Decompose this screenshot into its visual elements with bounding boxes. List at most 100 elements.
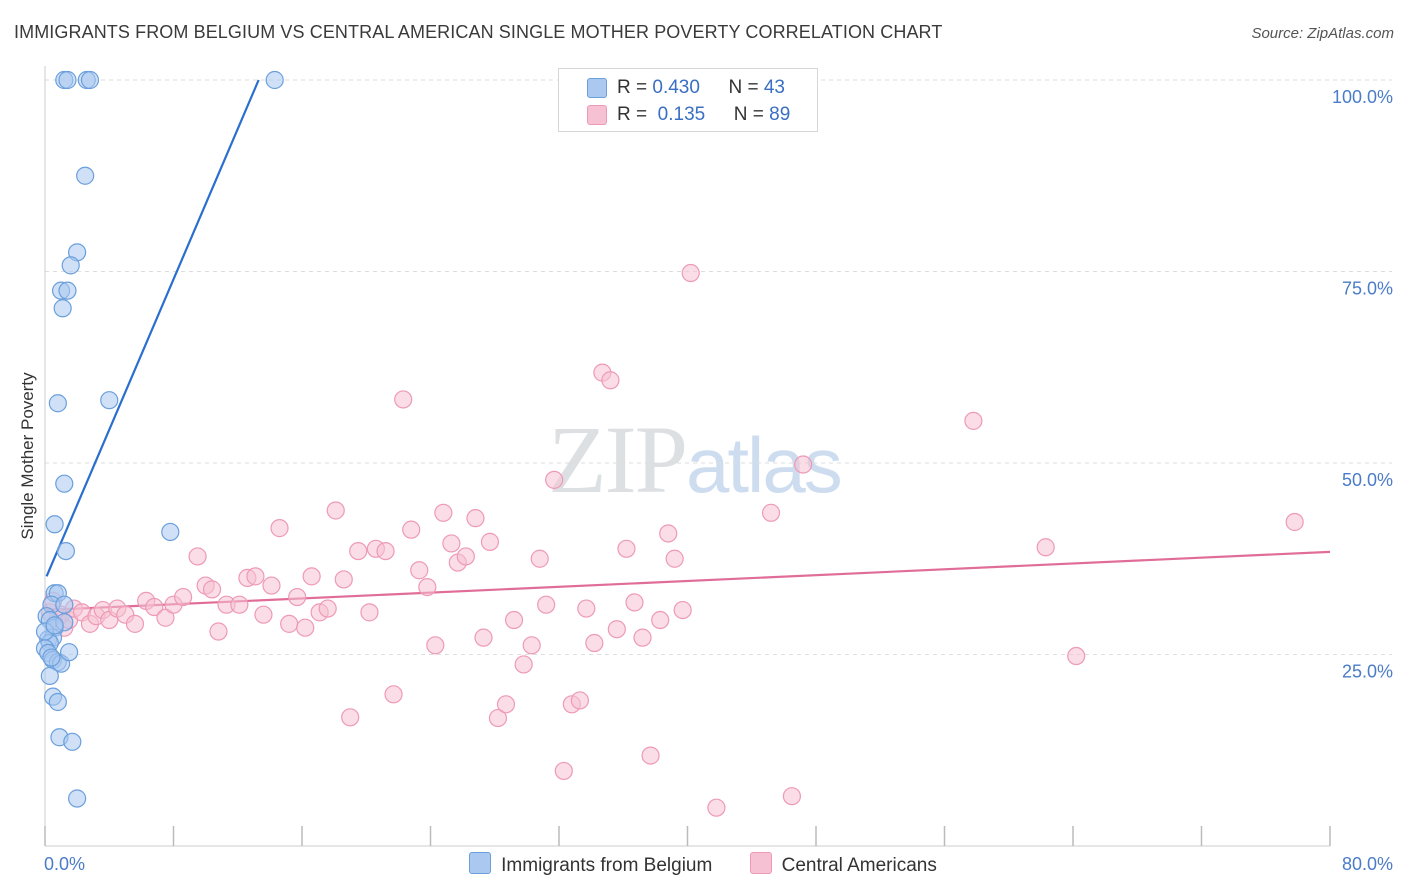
x-tick-label-max: 80.0% bbox=[1342, 854, 1393, 874]
n-value: 43 bbox=[763, 77, 785, 98]
legend-label-central-americans: Central Americans bbox=[781, 855, 937, 876]
chart-title: IMMIGRANTS FROM BELGIUM VS CENTRAL AMERI… bbox=[14, 22, 943, 42]
point-central-americans bbox=[659, 524, 678, 543]
legend-swatch-belgium bbox=[469, 852, 492, 874]
legend-swatch-central-americans bbox=[749, 852, 772, 874]
point-central-americans bbox=[530, 549, 549, 568]
point-central-americans bbox=[202, 580, 222, 599]
point-belgium bbox=[48, 394, 67, 413]
point-central-americans bbox=[418, 577, 437, 597]
n-value: 89 bbox=[769, 104, 791, 125]
point-belgium bbox=[48, 692, 67, 712]
point-central-americans bbox=[1036, 538, 1055, 557]
point-central-americans bbox=[585, 633, 604, 653]
point-belgium bbox=[61, 256, 80, 275]
point-central-americans bbox=[474, 628, 493, 647]
point-central-americans bbox=[577, 599, 596, 618]
point-belgium bbox=[40, 666, 59, 686]
point-central-americans bbox=[1067, 646, 1086, 666]
point-belgium bbox=[45, 616, 64, 635]
point-central-americans bbox=[570, 691, 589, 710]
legend-label-belgium: Immigrants from Belgium bbox=[501, 855, 713, 876]
point-belgium bbox=[55, 474, 74, 493]
r-label: R = bbox=[617, 77, 653, 98]
point-belgium bbox=[45, 515, 64, 534]
point-central-americans bbox=[514, 655, 533, 674]
point-central-americans bbox=[384, 685, 403, 704]
point-central-americans bbox=[254, 605, 273, 624]
point-central-americans bbox=[270, 519, 289, 538]
point-central-americans bbox=[174, 587, 193, 607]
point-central-americans bbox=[302, 567, 321, 586]
point-central-americans bbox=[376, 541, 395, 561]
y-tick-label: 25.0% bbox=[1342, 662, 1393, 682]
point-central-americans bbox=[673, 600, 692, 620]
point-central-americans bbox=[496, 695, 516, 714]
point-central-americans bbox=[782, 787, 802, 806]
point-belgium bbox=[58, 281, 77, 300]
point-central-americans bbox=[410, 561, 429, 580]
point-central-americans bbox=[262, 576, 281, 595]
series-legend: Immigrants from Belgium Central American… bbox=[0, 852, 1406, 878]
point-central-americans bbox=[426, 636, 445, 655]
r-value: 0.430 bbox=[652, 77, 700, 98]
point-central-americans bbox=[625, 593, 644, 612]
point-central-americans bbox=[1285, 512, 1304, 532]
watermark-atlas: atlas bbox=[686, 421, 843, 509]
point-central-americans bbox=[341, 708, 360, 727]
point-belgium bbox=[63, 732, 82, 751]
point-central-americans bbox=[434, 503, 453, 522]
point-belgium bbox=[100, 391, 119, 410]
point-central-americans bbox=[545, 470, 564, 489]
point-belgium bbox=[56, 541, 75, 561]
point-belgium bbox=[161, 522, 180, 542]
data-points bbox=[35, 70, 1304, 817]
legend-item-belgium: Immigrants from Belgium bbox=[469, 852, 712, 877]
grid-lines bbox=[45, 79, 1392, 655]
tick-labels: 25.0% 50.0% 75.0% 100.0% 0.0% 80.0% bbox=[44, 87, 1393, 874]
point-central-americans bbox=[288, 587, 307, 607]
point-central-americans bbox=[641, 746, 660, 765]
point-central-americans bbox=[402, 520, 421, 539]
legend-item-central-americans: Central Americans bbox=[749, 852, 937, 877]
point-central-americans bbox=[188, 547, 207, 566]
point-belgium bbox=[58, 70, 77, 90]
point-central-americans bbox=[280, 614, 299, 633]
trend-line-central-americans bbox=[44, 550, 1331, 612]
source-credit: Source: ZipAtlas.com bbox=[1251, 25, 1394, 42]
point-central-americans bbox=[296, 618, 315, 637]
point-central-americans bbox=[318, 599, 337, 618]
point-belgium bbox=[53, 299, 72, 318]
point-central-americans bbox=[230, 595, 249, 614]
y-tick-label: 50.0% bbox=[1342, 470, 1393, 490]
r-value: 0.135 bbox=[652, 104, 706, 125]
point-belgium bbox=[80, 70, 100, 90]
n-label: N = bbox=[728, 77, 764, 98]
point-central-americans bbox=[681, 263, 700, 283]
watermark-zip: ZIP bbox=[548, 406, 688, 513]
y-tick-label: 100.0% bbox=[1332, 87, 1393, 107]
point-central-americans bbox=[145, 597, 164, 617]
point-central-americans bbox=[522, 636, 541, 655]
point-central-americans bbox=[707, 798, 726, 817]
point-central-americans bbox=[794, 455, 813, 474]
legend-swatch-pink bbox=[587, 105, 607, 125]
point-central-americans bbox=[209, 622, 228, 641]
point-central-americans bbox=[964, 411, 983, 430]
point-belgium bbox=[265, 70, 284, 90]
y-tick-label: 75.0% bbox=[1342, 279, 1393, 299]
point-belgium bbox=[59, 643, 79, 662]
point-central-americans bbox=[651, 610, 670, 630]
point-central-americans bbox=[156, 608, 175, 627]
axes bbox=[44, 66, 1331, 847]
point-central-americans bbox=[633, 628, 652, 647]
point-central-americans bbox=[601, 371, 620, 390]
point-belgium bbox=[42, 648, 61, 667]
point-central-americans bbox=[488, 708, 508, 728]
point-belgium bbox=[76, 166, 95, 185]
trend-lines bbox=[44, 79, 1331, 612]
point-central-americans bbox=[617, 539, 636, 558]
r-label: R = bbox=[617, 104, 653, 125]
point-central-americans bbox=[537, 595, 556, 614]
point-central-americans bbox=[442, 534, 461, 553]
